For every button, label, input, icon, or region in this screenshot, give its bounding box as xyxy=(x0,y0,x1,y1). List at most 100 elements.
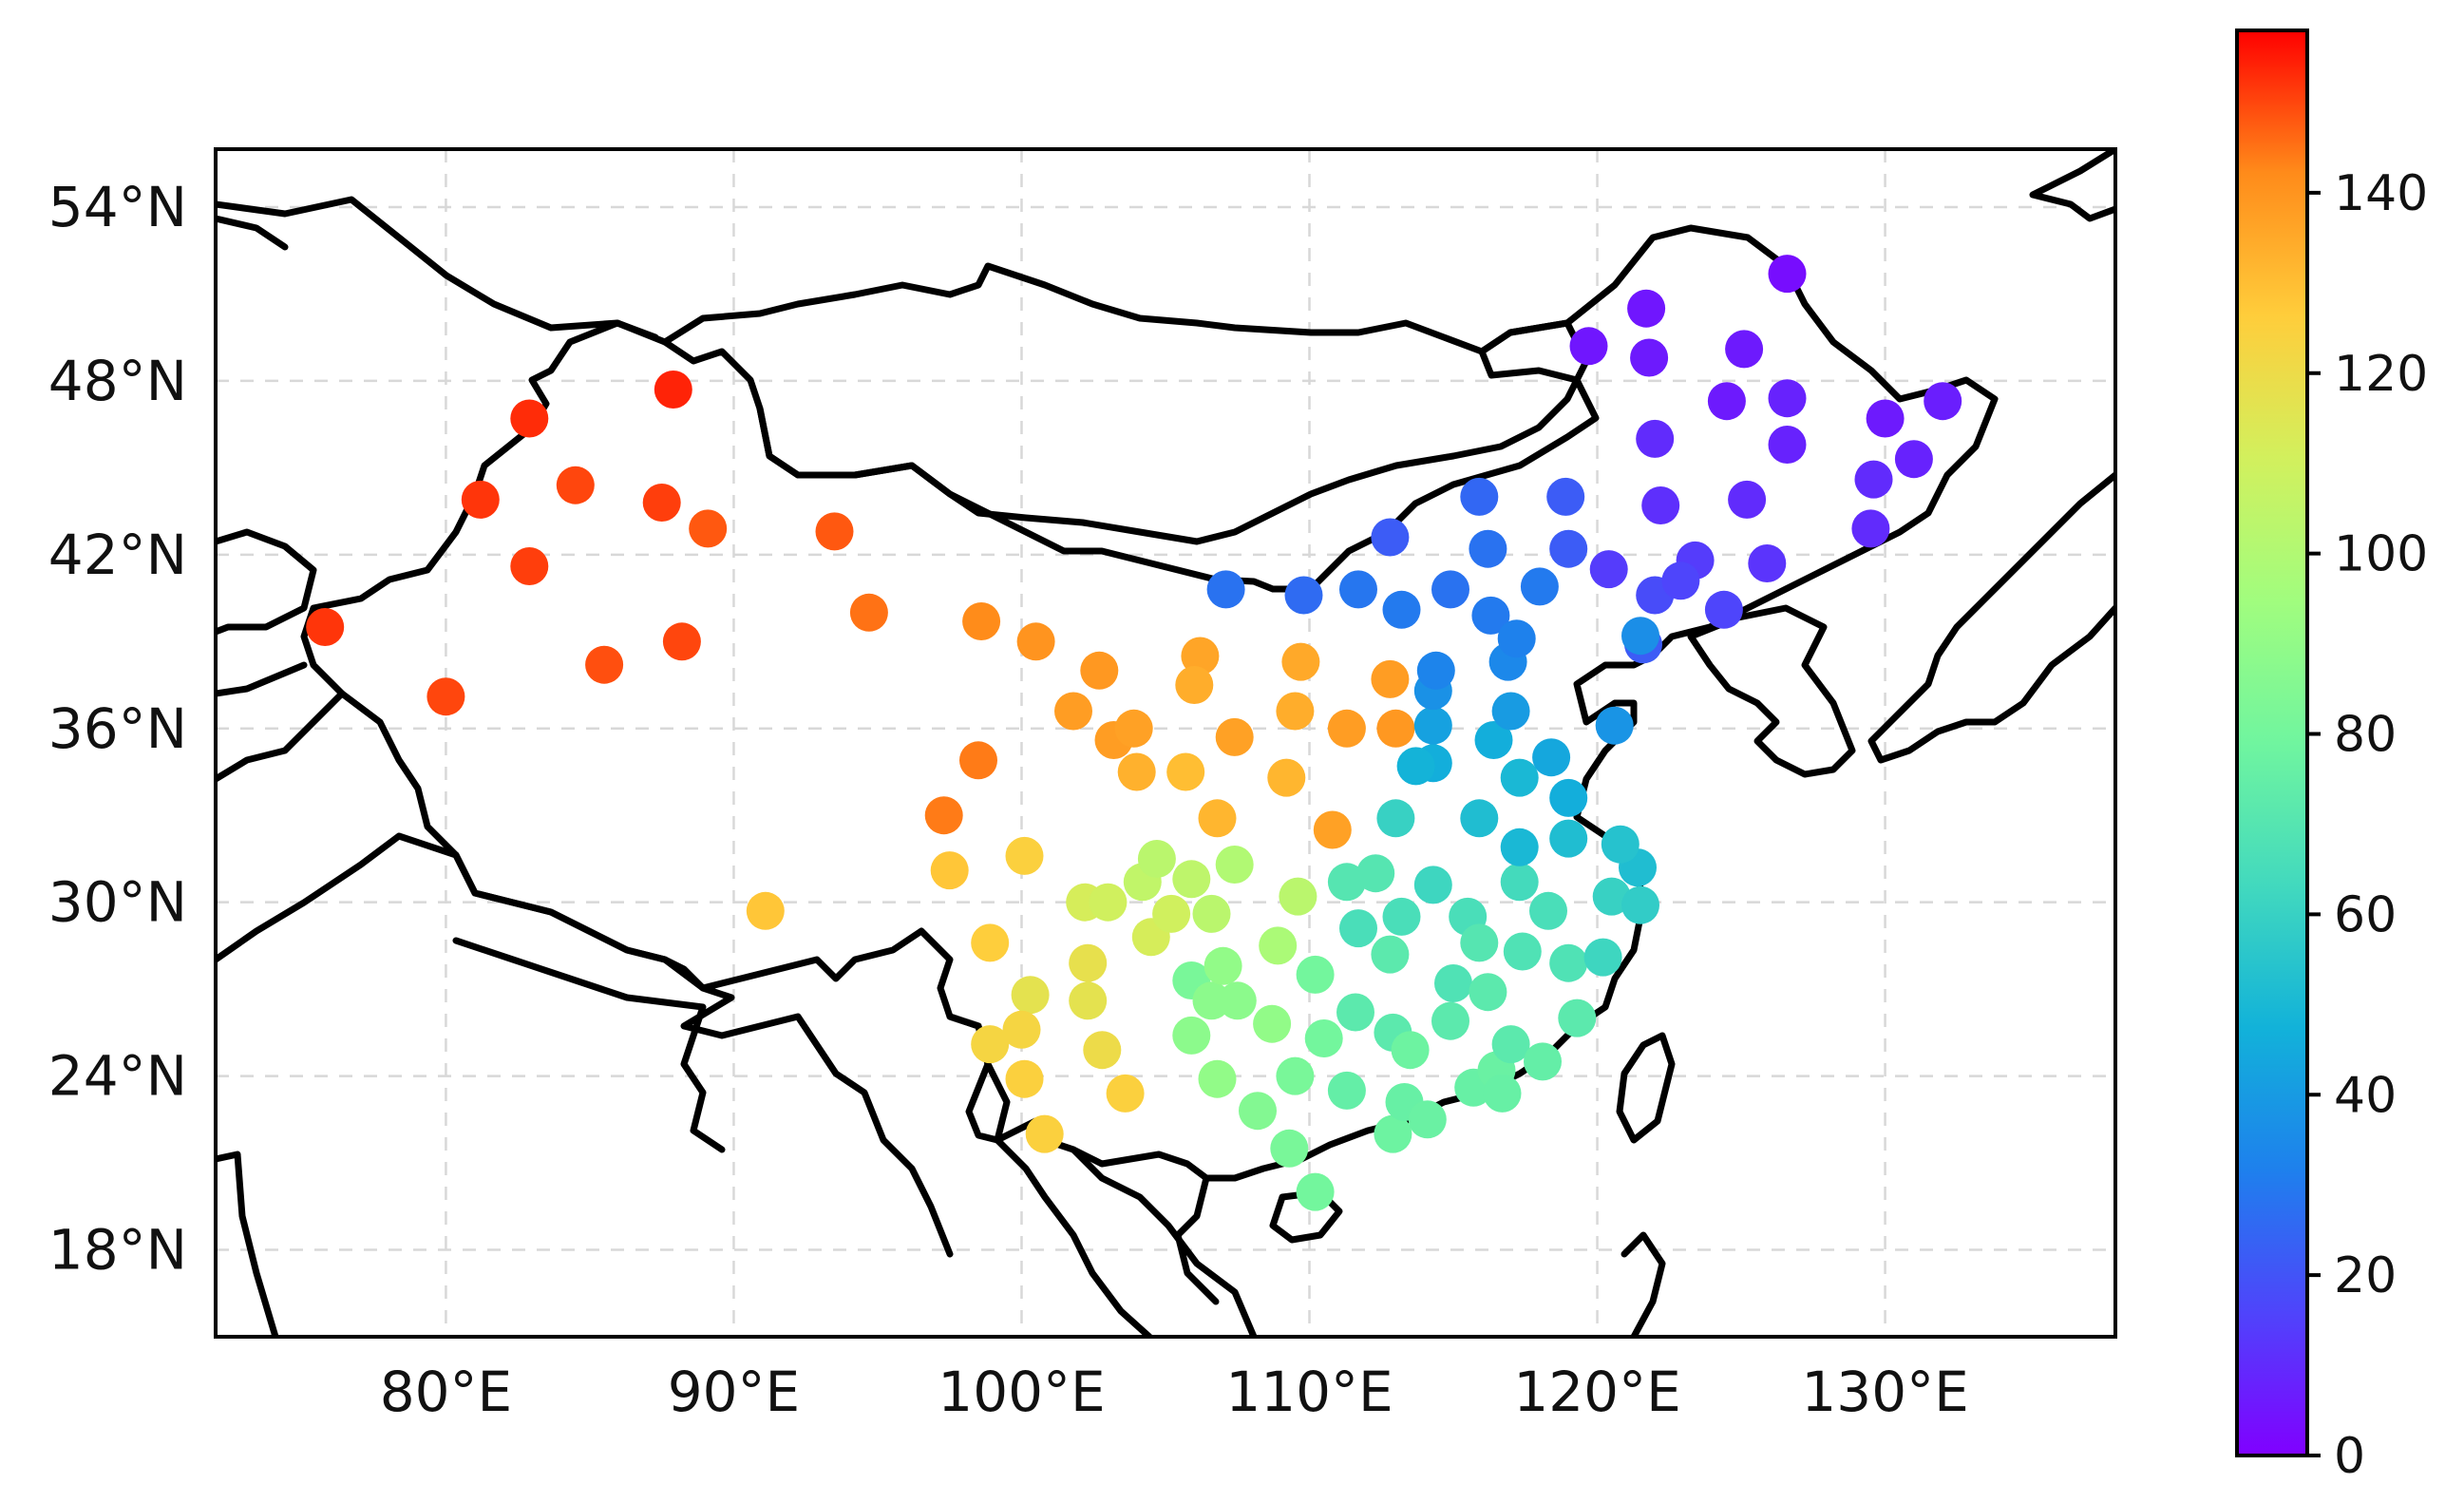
x-tick-label: 80°E xyxy=(380,1360,512,1424)
station-markers xyxy=(306,255,1962,1211)
station-point xyxy=(1279,877,1317,916)
station-point xyxy=(1469,529,1507,568)
x-tick-label: 90°E xyxy=(668,1360,800,1424)
station-point xyxy=(1491,692,1530,731)
station-point xyxy=(1391,1031,1430,1070)
station-point xyxy=(1002,1010,1041,1049)
colorbar-frame xyxy=(2235,29,2309,1457)
station-point xyxy=(1621,617,1659,656)
station-point xyxy=(1524,1042,1562,1081)
station-point xyxy=(1192,894,1231,933)
station-point xyxy=(1204,946,1242,985)
station-point xyxy=(1546,477,1585,516)
station-point xyxy=(642,484,681,522)
station-point xyxy=(815,512,854,551)
country-borders xyxy=(216,149,2115,1337)
station-point xyxy=(930,851,969,890)
station-point xyxy=(1529,891,1567,930)
station-point xyxy=(1627,289,1666,328)
station-point xyxy=(1304,1019,1343,1057)
taiwan-outline xyxy=(1616,1032,1676,1144)
station-point xyxy=(1376,709,1415,748)
station-point xyxy=(1431,1001,1469,1040)
station-point xyxy=(1069,981,1108,1020)
colorbar-tick-label: 100 xyxy=(2334,526,2428,583)
station-point xyxy=(1336,993,1374,1032)
station-point xyxy=(1206,570,1245,609)
station-point xyxy=(1356,854,1395,893)
y-tick-label: 36°N xyxy=(48,696,187,761)
station-point xyxy=(1239,1092,1277,1131)
x-tick-label: 110°E xyxy=(1225,1360,1393,1424)
station-point xyxy=(1382,590,1421,629)
station-point xyxy=(971,1025,1010,1064)
colorbar-tick-label: 140 xyxy=(2334,165,2428,222)
station-point xyxy=(1704,590,1743,629)
station-point xyxy=(1661,561,1700,600)
map-background xyxy=(216,149,2115,1337)
station-point xyxy=(1281,642,1320,681)
station-point xyxy=(1630,338,1669,377)
colorbar-tick-label: 80 xyxy=(2334,707,2397,764)
station-point xyxy=(461,480,500,519)
station-point xyxy=(1313,810,1352,849)
station-point xyxy=(1748,544,1787,582)
russia-border xyxy=(216,196,659,341)
station-point xyxy=(1474,721,1513,759)
station-point xyxy=(1549,943,1588,982)
station-point xyxy=(1327,863,1366,902)
station-point xyxy=(1339,909,1377,948)
station-point xyxy=(1270,1129,1309,1168)
station-point xyxy=(1408,1100,1447,1139)
station-point xyxy=(1469,973,1507,1012)
japan-outline xyxy=(1867,471,2115,764)
station-point xyxy=(1253,1004,1292,1043)
station-point xyxy=(1728,480,1767,519)
station-point xyxy=(1198,1059,1237,1098)
x-tick-label: 130°E xyxy=(1801,1360,1968,1424)
station-point xyxy=(1016,622,1055,661)
station-point xyxy=(1434,964,1472,1002)
map-frame xyxy=(214,147,2117,1339)
station-point xyxy=(1106,1074,1145,1113)
pakistan-border xyxy=(216,690,346,1337)
station-point xyxy=(1520,567,1559,606)
nepal-bangladesh-border xyxy=(452,937,726,1153)
station-point xyxy=(1413,706,1452,745)
station-point xyxy=(1483,1074,1522,1113)
colorbar-tick-label: 0 xyxy=(2334,1428,2365,1485)
station-point xyxy=(426,677,465,716)
station-point xyxy=(1460,477,1499,516)
x-tick-label: 120°E xyxy=(1513,1360,1680,1424)
station-point xyxy=(1218,981,1257,1020)
station-point xyxy=(1854,460,1893,499)
station-point xyxy=(1327,1071,1366,1110)
station-point xyxy=(1500,828,1539,866)
station-point xyxy=(1339,570,1377,609)
y-tick-label: 42°N xyxy=(48,523,187,587)
station-point xyxy=(1327,709,1366,748)
station-point xyxy=(1069,943,1108,982)
station-point xyxy=(1641,486,1680,524)
station-point xyxy=(1500,758,1539,797)
station-point xyxy=(1296,955,1335,994)
colorbar: 0 20 40 60 80 100 120 140 xyxy=(2235,29,2428,1485)
station-point xyxy=(1371,935,1410,974)
station-point xyxy=(1137,840,1176,878)
station-point xyxy=(1583,938,1622,977)
station-point xyxy=(1549,819,1588,858)
station-point xyxy=(1172,860,1211,899)
station-point xyxy=(1117,752,1156,791)
station-point xyxy=(1460,799,1499,838)
y-tick-label: 54°N xyxy=(48,175,187,239)
y-tick-label: 48°N xyxy=(48,349,187,413)
station-point xyxy=(1152,894,1191,933)
y-tick-label: 24°N xyxy=(48,1044,187,1109)
central-asia-borders xyxy=(216,215,317,697)
station-point xyxy=(1413,866,1452,904)
station-point xyxy=(1005,1059,1044,1098)
station-point xyxy=(1592,877,1631,916)
station-point xyxy=(1215,846,1254,884)
station-point xyxy=(1276,692,1315,731)
y-tick-label: 18°N xyxy=(48,1218,187,1283)
